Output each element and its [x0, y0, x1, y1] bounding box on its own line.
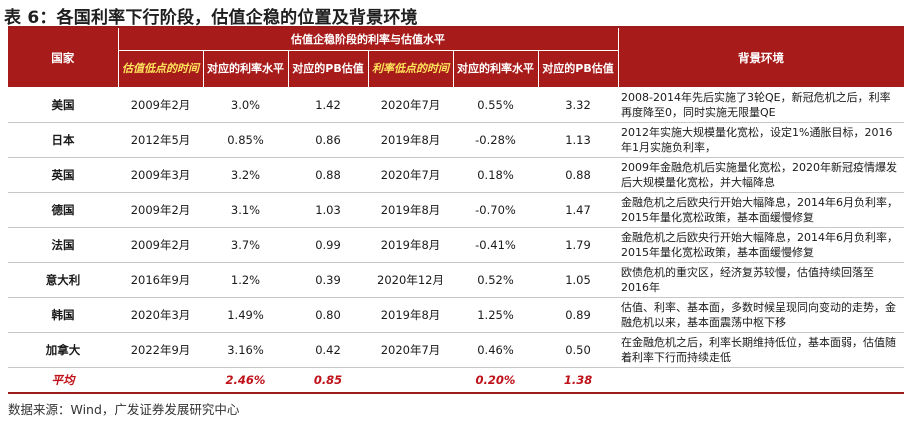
average-empty-3	[618, 367, 905, 394]
rate-at-rate-bottom-cell: 0.52%	[453, 262, 538, 298]
average-label: 平均	[8, 367, 118, 394]
country-cell: 英国	[8, 157, 118, 193]
average-rate-at-rate-bottom: 0.20%	[453, 367, 538, 394]
background-cell: 金融危机之后欧央行开始大幅降息，2014年6月负利率，2015年量化宽松政策，基…	[618, 192, 905, 228]
table-row: 法国 2009年2月 3.7% 0.99 2019年8月 -0.41% 1.79 金融危机之后…	[8, 227, 905, 263]
pb-at-valuation-bottom-cell: 0.80	[288, 297, 368, 333]
valuation-bottom-time-cell: 2009年2月	[118, 87, 203, 123]
country-cell: 日本	[8, 122, 118, 158]
rate-at-valuation-bottom-cell: 3.16%	[203, 332, 288, 368]
average-pb-at-rate-bottom: 1.38	[538, 367, 619, 394]
rate-bottom-time-cell: 2019年8月	[368, 192, 453, 228]
country-cell: 加拿大	[8, 332, 118, 368]
rate-bottom-time-cell: 2020年7月	[368, 157, 453, 193]
header-country: 国家	[8, 28, 119, 88]
valuation-table: 国家 估值企稳阶段的利率与估值水平 背景环境 估值低点的时间 对应的利率水平 对…	[8, 28, 905, 394]
source-note: 数据来源：Wind，广发证券发展研究中心	[8, 402, 240, 417]
background-cell: 2012年实施大规模量化宽松，设定1%通胀目标，2016年1月实施负利率，	[618, 122, 905, 158]
header-group: 估值企稳阶段的利率与估值水平	[118, 28, 619, 51]
country-cell: 意大利	[8, 262, 118, 298]
header-pb-at-rate-bottom: 对应的PB估值	[538, 50, 619, 88]
rate-at-rate-bottom-cell: 0.18%	[453, 157, 538, 193]
rate-at-valuation-bottom-cell: 1.2%	[203, 262, 288, 298]
rate-at-valuation-bottom-cell: 0.85%	[203, 122, 288, 158]
table-row: 日本 2012年5月 0.85% 0.86 2019年8月 -0.28% 1.13 2012年…	[8, 122, 905, 158]
rate-bottom-time-cell: 2019年8月	[368, 122, 453, 158]
title-rule	[8, 26, 904, 28]
table-row: 意大利 2016年9月 1.2% 0.39 2020年12月 0.52% 1.05 欧债危机的…	[8, 262, 905, 298]
header-rate-at-val-bottom: 对应的利率水平	[203, 50, 289, 88]
pb-at-rate-bottom-cell: 3.32	[538, 87, 619, 123]
rate-bottom-time-cell: 2019年8月	[368, 297, 453, 333]
background-cell: 在金融危机之后，利率长期维持低位，基本面弱，估值随着利率下行而持续走低	[618, 332, 905, 368]
rate-bottom-time-cell: 2020年12月	[368, 262, 453, 298]
average-empty-1	[118, 367, 203, 394]
country-cell: 美国	[8, 87, 118, 123]
table-row: 韩国 2020年3月 1.49% 0.80 2019年8月 1.25% 0.89 估值、利率、…	[8, 297, 905, 333]
pb-at-valuation-bottom-cell: 0.88	[288, 157, 368, 193]
valuation-bottom-time-cell: 2020年3月	[118, 297, 203, 333]
average-rate-at-val-bottom: 2.46%	[203, 367, 288, 394]
rate-at-valuation-bottom-cell: 3.7%	[203, 227, 288, 263]
pb-at-rate-bottom-cell: 0.88	[538, 157, 619, 193]
header-pb-at-val-bottom: 对应的PB估值	[288, 50, 369, 88]
rate-at-rate-bottom-cell: 0.55%	[453, 87, 538, 123]
rate-at-rate-bottom-cell: -0.28%	[453, 122, 538, 158]
pb-at-rate-bottom-cell: 0.50	[538, 332, 619, 368]
pb-at-valuation-bottom-cell: 1.42	[288, 87, 368, 123]
header-val-bottom-time: 估值低点的时间	[118, 50, 204, 88]
table-title: 表 6：各国利率下行阶段，估值企稳的位置及背景环境	[4, 8, 418, 28]
table-row: 德国 2009年2月 3.1% 1.03 2019年8月 -0.70% 1.47 金融危机之后…	[8, 192, 905, 228]
rate-at-rate-bottom-cell: 0.46%	[453, 332, 538, 368]
valuation-bottom-time-cell: 2016年9月	[118, 262, 203, 298]
rate-at-valuation-bottom-cell: 3.0%	[203, 87, 288, 123]
pb-at-rate-bottom-cell: 1.13	[538, 122, 619, 158]
rate-at-rate-bottom-cell: -0.41%	[453, 227, 538, 263]
pb-at-valuation-bottom-cell: 0.86	[288, 122, 368, 158]
table-row: 加拿大 2022年9月 3.16% 0.42 2020年7月 0.46% 0.50 在金融危机…	[8, 332, 905, 368]
rate-bottom-time-cell: 2019年8月	[368, 227, 453, 263]
valuation-bottom-time-cell: 2009年2月	[118, 227, 203, 263]
valuation-bottom-time-cell: 2009年3月	[118, 157, 203, 193]
background-cell: 2008-2014年先后实施了3轮QE，新冠危机之后，利率再度降至0，同时实施无…	[618, 87, 905, 123]
header-rate-at-rate-bottom: 对应的利率水平	[453, 50, 539, 88]
average-empty-2	[368, 367, 453, 394]
pb-at-rate-bottom-cell: 1.79	[538, 227, 619, 263]
valuation-bottom-time-cell: 2022年9月	[118, 332, 203, 368]
country-cell: 韩国	[8, 297, 118, 333]
rate-at-rate-bottom-cell: 1.25%	[453, 297, 538, 333]
background-cell: 2009年金融危机后实施量化宽松，2020年新冠疫情爆发后大规模量化宽松，并大幅…	[618, 157, 905, 193]
rate-bottom-time-cell: 2020年7月	[368, 332, 453, 368]
average-row: 平均 2.46% 0.85 0.20% 1.38	[8, 367, 905, 394]
pb-at-rate-bottom-cell: 0.89	[538, 297, 619, 333]
pb-at-valuation-bottom-cell: 0.39	[288, 262, 368, 298]
rate-at-valuation-bottom-cell: 3.1%	[203, 192, 288, 228]
rate-at-rate-bottom-cell: -0.70%	[453, 192, 538, 228]
rate-at-valuation-bottom-cell: 1.49%	[203, 297, 288, 333]
pb-at-rate-bottom-cell: 1.05	[538, 262, 619, 298]
rate-bottom-time-cell: 2020年7月	[368, 87, 453, 123]
header-rate-bottom-time: 利率低点的时间	[368, 50, 454, 88]
pb-at-valuation-bottom-cell: 1.03	[288, 192, 368, 228]
pb-at-rate-bottom-cell: 1.47	[538, 192, 619, 228]
valuation-bottom-time-cell: 2009年2月	[118, 192, 203, 228]
country-cell: 德国	[8, 192, 118, 228]
country-cell: 法国	[8, 227, 118, 263]
rate-at-valuation-bottom-cell: 3.2%	[203, 157, 288, 193]
background-cell: 金融危机之后欧央行开始大幅降息，2014年6月负利率，2015年量化宽松政策，基…	[618, 227, 905, 263]
background-cell: 估值、利率、基本面，多数时候呈现同向变动的走势，金融危机以来，基本面震荡中枢下移	[618, 297, 905, 333]
pb-at-valuation-bottom-cell: 0.99	[288, 227, 368, 263]
valuation-bottom-time-cell: 2012年5月	[118, 122, 203, 158]
pb-at-valuation-bottom-cell: 0.42	[288, 332, 368, 368]
background-cell: 欧债危机的重灾区，经济复苏较慢，估值持续回落至2016年	[618, 262, 905, 298]
average-pb-at-val-bottom: 0.85	[288, 367, 368, 394]
table-row: 美国 2009年2月 3.0% 1.42 2020年7月 0.55% 3.32 2008-20…	[8, 87, 905, 123]
table-row: 英国 2009年3月 3.2% 0.88 2020年7月 0.18% 0.88 2009年金融…	[8, 157, 905, 193]
header-background: 背景环境	[618, 28, 905, 88]
